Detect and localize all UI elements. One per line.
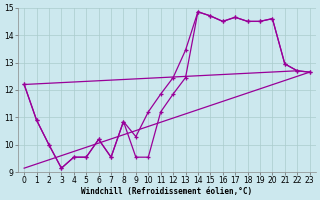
X-axis label: Windchill (Refroidissement éolien,°C): Windchill (Refroidissement éolien,°C)	[81, 187, 252, 196]
